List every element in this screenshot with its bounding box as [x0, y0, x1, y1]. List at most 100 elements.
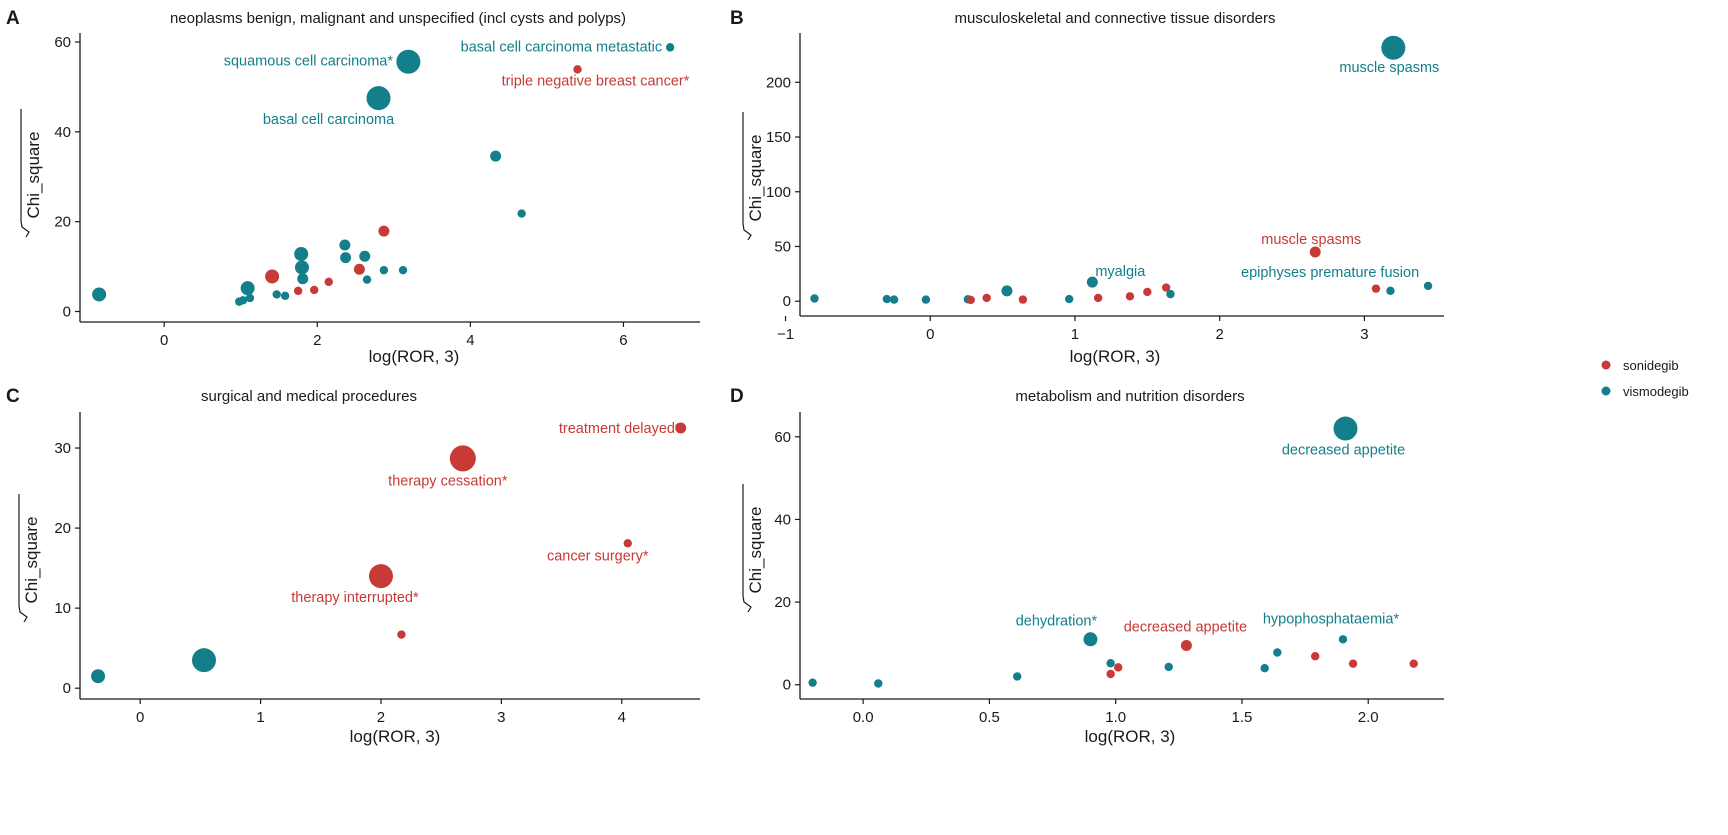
point-sonidegib [1018, 295, 1028, 304]
point-vismodegib [874, 679, 883, 688]
point-vismodegib [294, 247, 309, 262]
y-axis-title-text-c: Chi_square [22, 517, 41, 604]
point-sonidegib [1143, 287, 1152, 297]
x-tick-label: −1 [777, 326, 794, 343]
point-vismodegib [1381, 35, 1406, 60]
legend-label-vismodegib: vismodegib [1623, 384, 1689, 399]
panel-letter-c: C [6, 386, 20, 407]
x-tick-label: 0 [136, 709, 144, 726]
point-vismodegib [379, 265, 389, 275]
y-axis-title-a: Chi_square [20, 109, 43, 238]
point-vismodegib [1386, 286, 1395, 296]
point-sonidegib [353, 263, 365, 275]
x-tick-label: 1 [1071, 326, 1079, 343]
legend: sonidegib vismodegib [1601, 358, 1689, 399]
point-vismodegib [294, 260, 309, 275]
point-sonidegib [623, 539, 632, 548]
point-label: treatment delayed* [559, 421, 681, 437]
point-vismodegib [340, 252, 352, 264]
point-label: myalgia [1095, 264, 1146, 280]
point-vismodegib [1423, 281, 1433, 291]
point-vismodegib [1086, 276, 1098, 288]
point-sonidegib [449, 445, 476, 472]
point-sonidegib [1309, 246, 1321, 258]
y-axis-title-text-b: Chi_square [746, 135, 765, 222]
point-vismodegib [398, 265, 408, 275]
point-sonidegib [324, 277, 333, 287]
point-vismodegib [297, 273, 309, 285]
x-tick-label: 1 [256, 709, 264, 726]
point-sonidegib [310, 285, 319, 295]
point-vismodegib [339, 239, 351, 251]
x-tick-label: 2.0 [1358, 709, 1379, 726]
y-tick-label: 50 [774, 238, 791, 255]
point-sonidegib [1106, 669, 1115, 679]
point-vismodegib [245, 293, 255, 303]
point-vismodegib [1166, 289, 1175, 299]
x-tick-label: 2 [377, 709, 385, 726]
y-tick-label: 150 [766, 129, 791, 146]
point-vismodegib [366, 86, 391, 111]
point-vismodegib [1338, 635, 1348, 644]
point-vismodegib [1106, 659, 1115, 668]
point-sonidegib [265, 269, 280, 284]
y-tick-label: 40 [54, 124, 71, 141]
x-axis-title-b: log(ROR, 3) [1070, 347, 1161, 366]
point-sonidegib [1093, 293, 1103, 303]
y-tick-label: 60 [54, 34, 71, 51]
plot-area-c: 0 1 2 3 4 0 10 20 30 therapy interrupted* therapy … [54, 412, 700, 726]
point-vismodegib [808, 678, 817, 687]
point-vismodegib [921, 295, 931, 304]
y-tick-label: 200 [766, 74, 791, 91]
x-tick-label: 1.5 [1232, 709, 1253, 726]
point-label: basal cell carcinoma metastatic [461, 39, 662, 55]
y-axis-title-b: Chi_square [742, 112, 765, 241]
point-sonidegib [1311, 652, 1320, 661]
point-vismodegib [889, 295, 899, 304]
point-label: epiphyses premature fusion [1241, 265, 1419, 281]
point-vismodegib [1273, 648, 1282, 657]
point-vismodegib [92, 287, 107, 302]
panel-letter-b: B [730, 8, 744, 29]
plot-area-b: −1 0 1 2 3 0 50 100 150 200 myalgia muscle spasms mu… [766, 33, 1444, 343]
point-vismodegib [238, 296, 248, 305]
y-axis-title-text-d: Chi_square [746, 507, 765, 594]
point-sonidegib [368, 564, 393, 589]
y-tick-label: 20 [54, 214, 71, 231]
legend-key-sonidegib [1601, 360, 1611, 370]
point-vismodegib [1001, 285, 1013, 297]
point-vismodegib [396, 49, 421, 74]
point-label: decreased appetite [1282, 443, 1405, 459]
point-label: decreased appetite [1124, 619, 1247, 635]
panel-title-b: musculoskeletal and connective tissue di… [955, 10, 1276, 27]
y-tick-label: 0 [63, 304, 71, 321]
panel-title-c: surgical and medical procedures [201, 388, 417, 405]
x-tick-label: 3 [1360, 326, 1368, 343]
y-tick-label: 20 [774, 594, 791, 611]
x-axis-title-d: log(ROR, 3) [1085, 727, 1176, 746]
point-label: muscle spasms [1339, 60, 1439, 76]
point-vismodegib [272, 290, 281, 299]
point-sonidegib [1114, 663, 1123, 672]
x-tick-label: 0.0 [853, 709, 874, 726]
x-axis-title-c: log(ROR, 3) [350, 727, 441, 746]
point-sonidegib [397, 630, 406, 639]
point-sonidegib [1409, 659, 1418, 668]
point-vismodegib [1012, 672, 1022, 681]
point-sonidegib [1125, 292, 1135, 301]
point-label: squamous cell carcinoma* [224, 54, 394, 70]
point-vismodegib [240, 281, 255, 296]
panel-letter-a: A [6, 8, 20, 29]
panel-d: D metabolism and nutrition disorders 0.0… [730, 386, 1444, 746]
point-vismodegib [280, 291, 290, 300]
x-tick-label: 2 [1216, 326, 1224, 343]
point-vismodegib [91, 669, 106, 684]
point-sonidegib [1348, 659, 1358, 668]
point-sonidegib [675, 422, 687, 434]
y-tick-label: 20 [54, 520, 71, 537]
x-tick-label: 0 [160, 332, 168, 349]
point-sonidegib [1161, 283, 1171, 292]
point-sonidegib [573, 65, 582, 74]
point-vismodegib [490, 150, 502, 162]
